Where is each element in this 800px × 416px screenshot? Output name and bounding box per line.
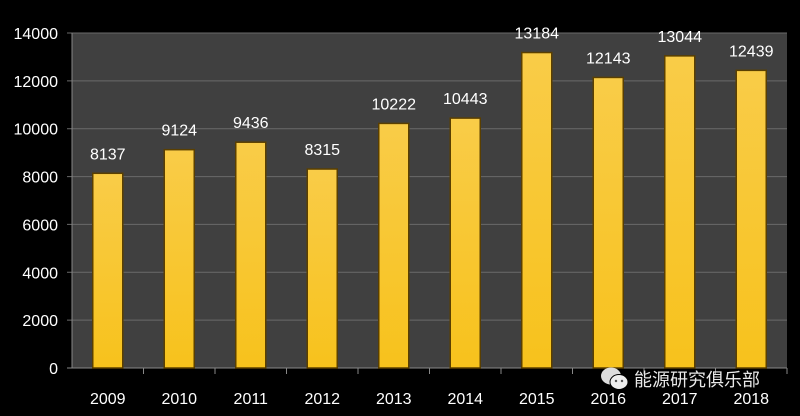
bar bbox=[378, 122, 410, 369]
data-label: 8315 bbox=[304, 142, 340, 159]
bar bbox=[664, 55, 696, 369]
bar bbox=[92, 172, 124, 369]
y-tick-label: 6000 bbox=[22, 217, 58, 234]
data-label: 9436 bbox=[233, 115, 269, 132]
y-tick-label: 14000 bbox=[14, 26, 59, 43]
bar bbox=[735, 69, 767, 369]
y-tick-label: 12000 bbox=[14, 74, 59, 91]
x-tick-label: 2010 bbox=[161, 391, 197, 408]
bar bbox=[235, 141, 267, 369]
bar bbox=[163, 148, 195, 369]
data-label: 10222 bbox=[372, 96, 417, 113]
bar bbox=[306, 168, 338, 369]
bar bbox=[521, 51, 553, 369]
y-tick-label: 4000 bbox=[22, 265, 58, 282]
bar bbox=[592, 76, 624, 369]
data-label: 9124 bbox=[161, 123, 197, 140]
x-tick-label: 2016 bbox=[590, 391, 626, 408]
x-tick-label: 2012 bbox=[304, 391, 340, 408]
data-label: 13044 bbox=[658, 29, 703, 46]
x-tick-label: 2011 bbox=[234, 391, 269, 408]
data-label: 12439 bbox=[729, 43, 774, 60]
data-label: 13184 bbox=[515, 26, 560, 43]
data-label: 10443 bbox=[443, 91, 488, 108]
y-tick-label: 10000 bbox=[14, 122, 59, 139]
x-tick-label: 2013 bbox=[376, 391, 412, 408]
bar bbox=[449, 117, 481, 369]
y-tick-label: 8000 bbox=[22, 170, 58, 187]
y-tick-label: 0 bbox=[49, 361, 58, 378]
data-label: 12143 bbox=[586, 50, 631, 67]
x-tick-label: 2015 bbox=[519, 391, 555, 408]
x-tick-label: 2014 bbox=[447, 391, 483, 408]
watermark: 能源研究俱乐部 bbox=[600, 366, 760, 392]
y-tick-label: 2000 bbox=[22, 313, 58, 330]
x-tick-label: 2018 bbox=[733, 391, 769, 408]
x-tick-label: 2009 bbox=[90, 391, 126, 408]
wechat-icon bbox=[601, 367, 629, 390]
x-tick-label: 2017 bbox=[662, 391, 698, 408]
watermark-text: 能源研究俱乐部 bbox=[634, 370, 760, 391]
data-label: 8137 bbox=[90, 146, 126, 163]
